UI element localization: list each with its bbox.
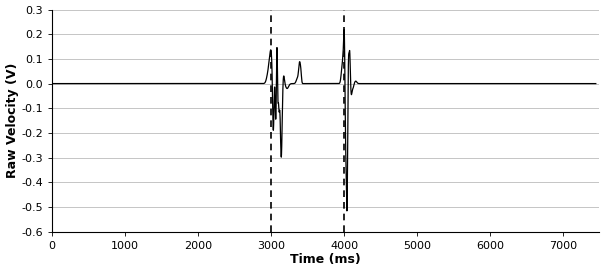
Y-axis label: Raw Velocity (V): Raw Velocity (V) (5, 63, 19, 178)
X-axis label: Time (ms): Time (ms) (290, 254, 361, 267)
